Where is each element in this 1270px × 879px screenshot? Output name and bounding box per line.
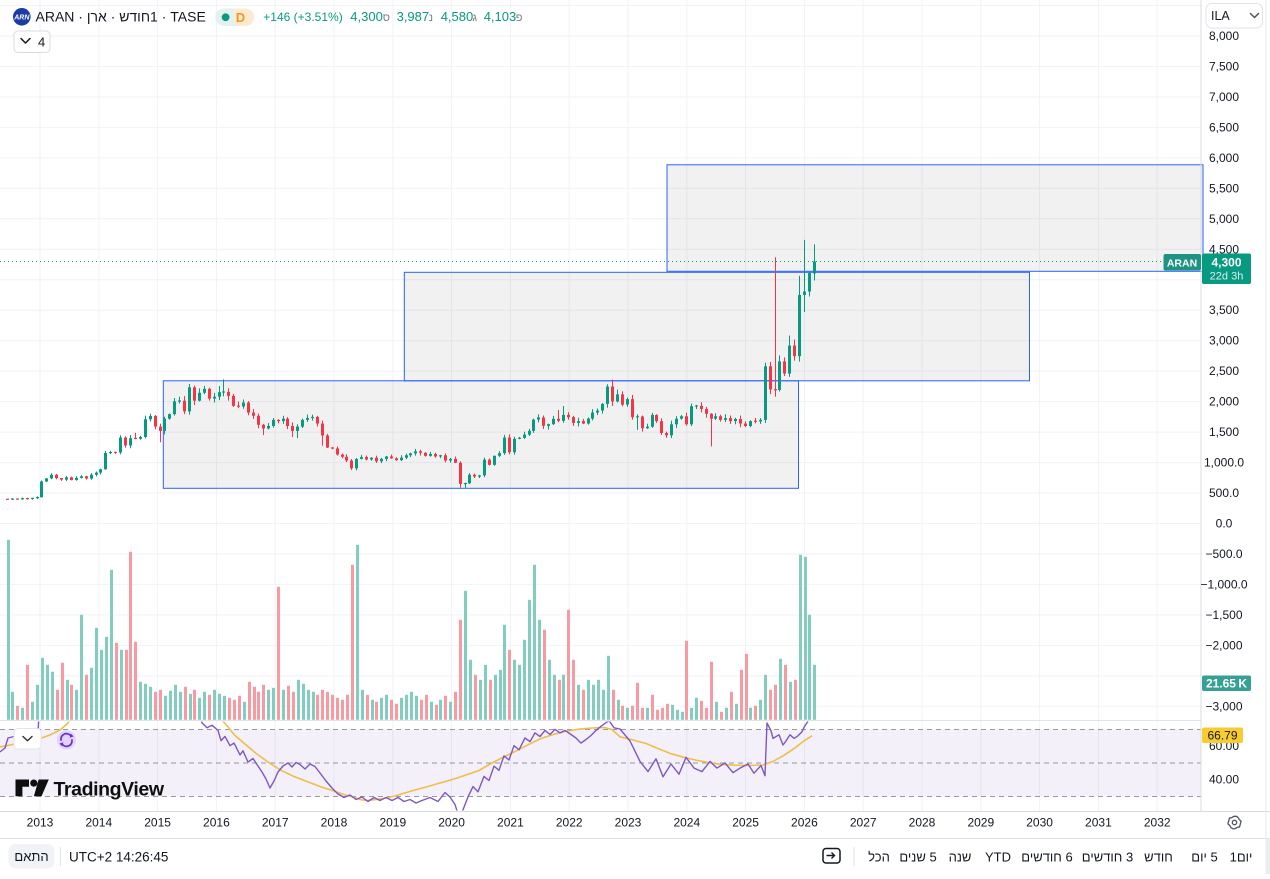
svg-text:ARN: ARN — [13, 15, 30, 22]
svg-text:‫6 חודשים‬: ‫6 חודשים‬ — [1021, 850, 1072, 865]
svg-text:UTC+2 14:26:45: UTC+2 14:26:45 — [69, 850, 168, 865]
svg-text:7,500: 7,500 — [1209, 59, 1239, 73]
svg-text:−1,000.0: −1,000.0 — [1200, 577, 1247, 591]
svg-text:2013: 2013 — [27, 816, 54, 830]
svg-text:התאם: התאם — [14, 849, 48, 864]
svg-text:2019: 2019 — [379, 816, 406, 830]
svg-text:2021: 2021 — [497, 816, 524, 830]
svg-text:7,000: 7,000 — [1209, 90, 1239, 104]
svg-text:3,500: 3,500 — [1209, 303, 1239, 317]
svg-text:4,580: 4,580 — [441, 9, 474, 24]
svg-text:2029: 2029 — [967, 816, 994, 830]
svg-text:2022: 2022 — [556, 816, 583, 830]
svg-text:2030: 2030 — [1026, 816, 1053, 830]
svg-text:ס: ס — [383, 12, 390, 24]
svg-text:2025: 2025 — [732, 816, 759, 830]
svg-text:4,103: 4,103 — [484, 9, 517, 24]
svg-text:2016: 2016 — [203, 816, 230, 830]
svg-text:1,000.0: 1,000.0 — [1204, 456, 1244, 470]
svg-text:22d 3h: 22d 3h — [1210, 271, 1244, 283]
svg-text:5,000: 5,000 — [1209, 212, 1239, 226]
svg-text:2018: 2018 — [321, 816, 348, 830]
svg-text:21.65 K: 21.65 K — [1206, 677, 1247, 691]
svg-text:ARAN: ARAN — [1167, 257, 1197, 269]
svg-text:הכל: הכל — [868, 850, 890, 865]
svg-text:2020: 2020 — [438, 816, 465, 830]
svg-text:D: D — [236, 10, 245, 25]
svg-text:500.0: 500.0 — [1209, 486, 1239, 500]
svg-text:2031: 2031 — [1085, 816, 1112, 830]
svg-text:2015: 2015 — [144, 816, 171, 830]
svg-text:2014: 2014 — [85, 816, 112, 830]
svg-text:66.79: 66.79 — [1207, 729, 1237, 743]
svg-text:TradingView: TradingView — [54, 779, 165, 801]
svg-text:2024: 2024 — [673, 816, 700, 830]
svg-text:4,300: 4,300 — [350, 9, 383, 24]
svg-text:−500.0: −500.0 — [1205, 547, 1242, 561]
svg-text:2023: 2023 — [615, 816, 642, 830]
svg-text:4,300: 4,300 — [1211, 256, 1241, 270]
svg-text:6,500: 6,500 — [1209, 120, 1239, 134]
svg-text:2,500: 2,500 — [1209, 364, 1239, 378]
svg-text:40.00: 40.00 — [1209, 773, 1239, 787]
svg-text:‫3 חודשים‬: ‫3 חודשים‬ — [1082, 850, 1133, 865]
svg-text:1,500: 1,500 — [1209, 425, 1239, 439]
svg-text:נ: נ — [429, 12, 433, 24]
svg-text:2,000: 2,000 — [1209, 395, 1239, 409]
svg-text:3,000: 3,000 — [1209, 334, 1239, 348]
svg-text:+146 (+3.51%): +146 (+3.51%) — [263, 10, 342, 24]
svg-text:ג: ג — [472, 12, 477, 24]
svg-text:1יום: 1יום — [1230, 850, 1253, 865]
svg-text:2028: 2028 — [909, 816, 936, 830]
svg-text:2017: 2017 — [262, 816, 289, 830]
svg-text:ILA: ILA — [1211, 9, 1230, 23]
svg-text:−1,500: −1,500 — [1205, 608, 1242, 622]
svg-text:5,500: 5,500 — [1209, 181, 1239, 195]
svg-text:2032: 2032 — [1144, 816, 1171, 830]
svg-text:חודש: חודש — [1144, 850, 1173, 865]
svg-text:2027: 2027 — [850, 816, 877, 830]
svg-text:−2,000: −2,000 — [1205, 638, 1242, 652]
svg-text:‫5 שנים‬: ‫5 שנים‬ — [899, 850, 936, 865]
svg-text:פ: פ — [516, 12, 523, 24]
svg-text:YTD: YTD — [985, 850, 1011, 865]
svg-text:3,987: 3,987 — [397, 9, 430, 24]
svg-text:8,000: 8,000 — [1209, 29, 1239, 43]
svg-text:2026: 2026 — [791, 816, 818, 830]
svg-text:−3,000: −3,000 — [1205, 699, 1242, 713]
svg-text:6,000: 6,000 — [1209, 151, 1239, 165]
svg-text:ARAN · ארן‎ · ‫1חודש‬ · TASE: ARAN · ארן‎ · ‫1חודש‬ · TASE — [36, 9, 206, 25]
svg-text:0.0: 0.0 — [1216, 517, 1233, 531]
svg-text:4: 4 — [38, 35, 45, 50]
svg-text:שנה: שנה — [949, 850, 972, 865]
svg-text:‫5 יום‬: ‫5 יום‬ — [1191, 850, 1217, 865]
